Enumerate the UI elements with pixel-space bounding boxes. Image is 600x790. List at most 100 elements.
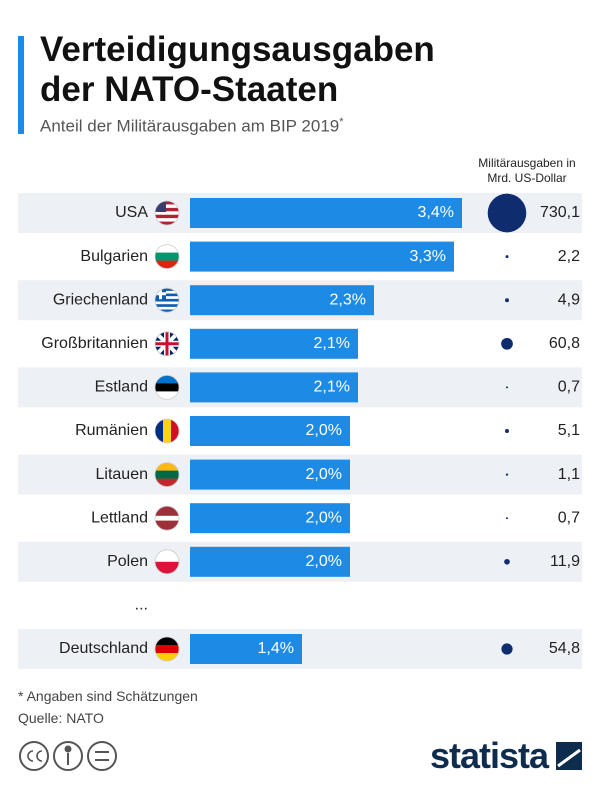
flag-outline: [154, 462, 180, 488]
flag-stripe: [155, 306, 179, 310]
bubble-label: 2,2: [558, 248, 580, 265]
footnote: * Angaben sind Schätzungen: [18, 688, 198, 704]
flag-stripe: [155, 375, 179, 384]
flag-stripe: [155, 383, 179, 392]
flag-outline: [154, 636, 180, 662]
bar: [190, 416, 350, 446]
flag-stripe: [155, 296, 179, 300]
bubble-label: 60,8: [549, 335, 580, 352]
bubble: [487, 193, 527, 233]
flag: [155, 244, 179, 269]
flag-outline: [154, 244, 180, 270]
category-label: Deutschland: [59, 640, 148, 657]
title: Verteidigungsausgaben der NATO-Staaten: [40, 30, 435, 109]
flag-stripe: [171, 419, 179, 443]
flag-outline: [154, 505, 180, 531]
flag-stripe: [155, 549, 179, 563]
flag-stripe: [155, 252, 179, 261]
flag-outline: [154, 374, 180, 400]
flag-stripe: [155, 645, 179, 654]
bar: [190, 198, 462, 228]
category-label: Polen: [107, 553, 148, 570]
flag-stripe: [155, 561, 179, 574]
flag-stripe: [155, 293, 179, 297]
flag-stripe: [155, 637, 179, 646]
flag-cross: [155, 292, 166, 296]
bubble: [501, 643, 513, 655]
source: Quelle: NATO: [18, 710, 104, 726]
flag: [155, 637, 179, 661]
flag-outline: [154, 331, 180, 357]
bubble: [506, 386, 508, 389]
flag-stripe: [155, 525, 179, 531]
flag-stripe: [155, 260, 179, 269]
flag-stripe: [155, 515, 179, 521]
bubble: [505, 255, 509, 259]
flag-stripe: [155, 290, 179, 294]
flag: [155, 288, 179, 313]
flag: [155, 506, 179, 531]
flag-stripe: [155, 214, 179, 219]
flag: [155, 549, 179, 574]
bar: [190, 241, 454, 272]
subtitle-text: Anteil der Militärausgaben am BIP 2019: [40, 116, 340, 136]
flag-stripe: [155, 201, 179, 205]
bubble: [504, 558, 510, 565]
bubble-label: 54,8: [549, 640, 580, 657]
value-label: 3,3%: [410, 248, 446, 265]
category-label: Rumänien: [75, 422, 148, 439]
flag: [155, 331, 179, 356]
flag-cross: [155, 331, 179, 356]
flag-stripe: [155, 301, 179, 305]
flag-stripe: [155, 298, 179, 302]
flag-stripe: [155, 391, 179, 400]
bubble-label: 0,7: [558, 379, 580, 396]
flag-stripe: [155, 207, 179, 212]
category-label: Litauen: [96, 466, 149, 483]
bubble-label: 1,1: [558, 466, 580, 483]
flag-stripe: [155, 419, 164, 443]
bubble-label: 5,1: [558, 422, 580, 439]
bubble: [506, 517, 508, 520]
bubble-label: 11,9: [550, 553, 580, 570]
flag-stripe: [155, 218, 179, 222]
bar: [190, 546, 350, 577]
flag-stripe: [155, 478, 179, 487]
flag-stripe: [155, 204, 179, 209]
flag-outline: [154, 287, 180, 313]
flag-outline: [154, 549, 180, 575]
bar: [190, 634, 302, 664]
bubble: [501, 337, 513, 350]
flag-stripe: [163, 419, 172, 443]
bar: [190, 372, 358, 403]
value-label: 1,4%: [258, 640, 294, 657]
category-label: Bulgarien: [80, 248, 148, 265]
flag: [155, 462, 179, 487]
flag-stripe: [155, 221, 179, 225]
flag-stripe: [155, 244, 179, 253]
value-label: 2,3%: [330, 291, 366, 308]
category-label: Griechenland: [53, 291, 148, 308]
license-icons: [19, 741, 117, 771]
bubble-label: 0,7: [558, 509, 580, 526]
flag-outline: [154, 418, 180, 444]
bar: [190, 503, 350, 534]
flag-stripe: [155, 462, 179, 471]
footnote-marker: *: [339, 116, 344, 128]
flag: [155, 201, 179, 225]
bubble: [505, 473, 509, 476]
column-header: Militärausgaben in Mrd. US-Dollar: [478, 156, 576, 185]
flag-stripe: [155, 309, 179, 313]
category-label: Lettland: [91, 509, 148, 526]
value-label: 2,1%: [314, 379, 350, 396]
value-label: 2,0%: [306, 422, 342, 439]
value-label: 2,1%: [314, 335, 350, 352]
flag-stripe: [155, 470, 179, 479]
bubble-label: 4,9: [558, 291, 580, 308]
accent-bar: [18, 36, 24, 134]
category-label: USA: [115, 204, 148, 221]
flag-stripe: [155, 288, 179, 292]
category-label: ...: [135, 597, 148, 614]
value-label: 2,0%: [306, 553, 342, 570]
